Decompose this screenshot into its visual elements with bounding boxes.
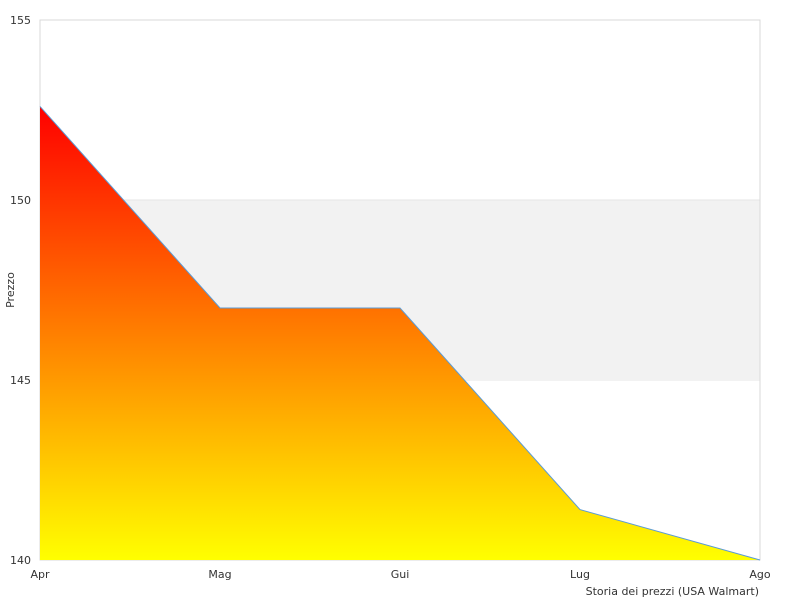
x-tick-label: Apr	[30, 568, 50, 581]
y-axis-label: Prezzo	[4, 272, 17, 308]
x-tick-label: Lug	[570, 568, 590, 581]
y-tick-label: 145	[10, 374, 31, 387]
y-tick-label: 150	[10, 194, 31, 207]
y-axis-ticks: 140 145 150 155	[10, 14, 31, 567]
x-tick-label: Gui	[391, 568, 410, 581]
y-tick-label: 140	[10, 554, 31, 567]
x-axis-label: Storia dei prezzi (USA Walmart)	[586, 585, 759, 598]
x-tick-label: Ago	[749, 568, 771, 581]
price-line	[39, 106, 761, 561]
y-tick-label: 155	[10, 14, 31, 27]
x-tick-label: Mag	[208, 568, 231, 581]
price-area	[40, 106, 760, 561]
x-axis-ticks: Apr Mag Gui Lug Ago	[30, 568, 770, 581]
